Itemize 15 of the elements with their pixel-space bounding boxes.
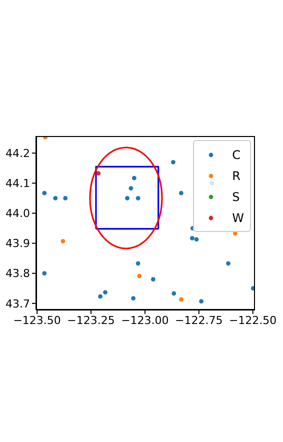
- y-tick-label: 44.0: [6, 207, 30, 220]
- y-tick-label: 43.9: [6, 237, 30, 250]
- legend-label: R: [232, 168, 240, 182]
- y-tick-label: 43.8: [6, 267, 30, 280]
- x-tick-label: −123.50: [13, 314, 61, 327]
- y-tick-label: 43.7: [6, 297, 30, 310]
- legend-label: S: [232, 190, 240, 204]
- x-tick-label: −122.50: [228, 314, 277, 327]
- legend-label: W: [232, 210, 244, 224]
- x-tick-label: −123.25: [67, 314, 115, 327]
- y-tick-label: 44.1: [6, 177, 30, 190]
- x-tick-label: −123.00: [121, 314, 169, 327]
- x-tick-label: −122.75: [175, 314, 223, 327]
- y-tick-label: 44.2: [6, 147, 30, 160]
- legend-label: C: [232, 148, 241, 162]
